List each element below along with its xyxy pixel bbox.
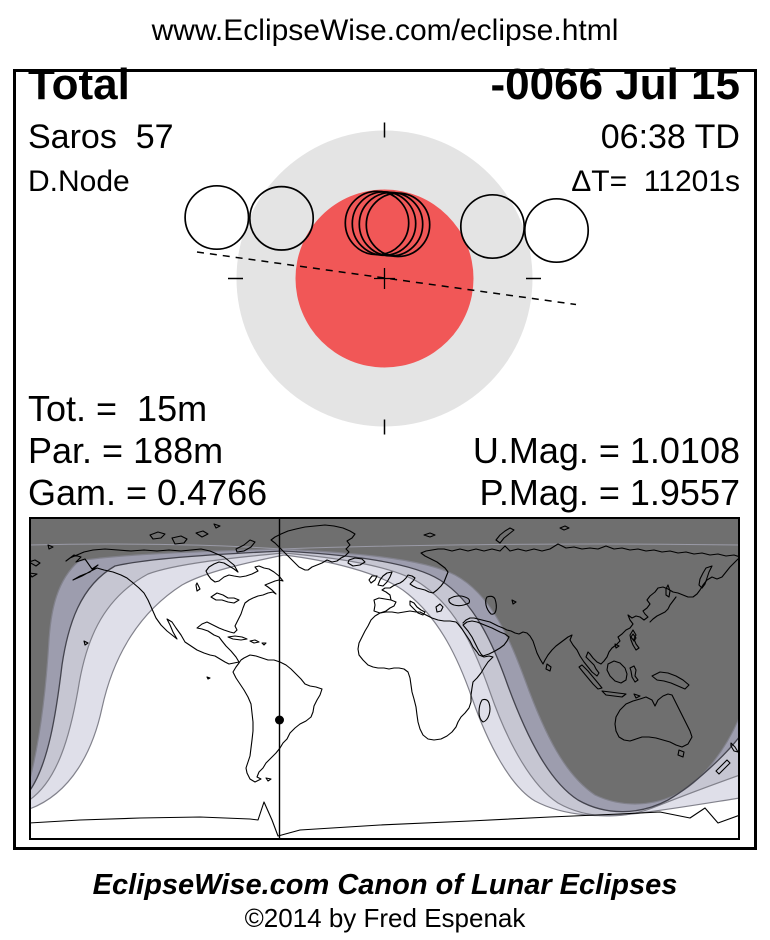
map-band-mid-west [29,549,283,800]
saros-number: Saros 57 [28,118,174,156]
eclipse-date: -0066 Jul 15 [490,60,741,109]
eclipse-type-label: Total [28,60,130,109]
gamma-value: Gam. = 0.4766 [28,472,268,513]
moon-path-circles [184,184,590,264]
delta-t-value: ΔT= 11201s [571,165,740,198]
moon-circle-p4 [523,197,590,264]
canon-title: EclipseWise.com Canon of Lunar Eclipses [92,869,678,901]
moon-circle-u1 [248,185,315,251]
rise-set-curves [29,543,740,817]
node-label: D.Node [28,165,130,198]
source-url: www.EclipseWise.com/eclipse.html [151,14,619,47]
plate-frame [13,69,757,850]
map-band-inner-east [281,549,740,812]
visibility-map [29,517,740,840]
greatest-eclipse-zenith-dot [275,715,284,725]
map-border [29,517,740,840]
moon-circle-u3b [365,192,431,258]
greatest-eclipse-time: 06:38 TD [600,118,740,156]
map-dark-zone-west [29,517,281,781]
penumbral-magnitude: P.Mag. = 1.9557 [479,472,740,513]
copyright-line: ©2014 by Fred Espenak [244,903,526,933]
totality-duration: Tot. = 15m [28,388,208,429]
cardinal-ticks [228,122,541,435]
coastlines [29,523,740,837]
shadow-center-cross [374,268,395,289]
shadow-diagram [184,122,590,435]
contact-curves-dark [29,550,740,813]
ecliptic-dashed-line [196,251,577,306]
partial-duration: Par. = 188m [28,430,224,471]
map-dark-zone-east [281,517,740,804]
moon-circle-p1 [184,184,250,251]
umbral-magnitude: U.Mag. = 1.0108 [472,430,740,471]
